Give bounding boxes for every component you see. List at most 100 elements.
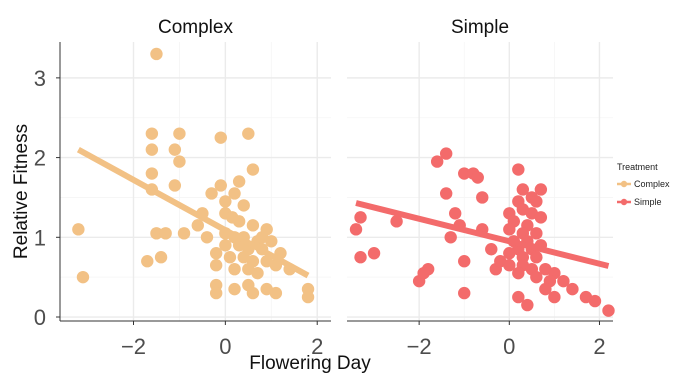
x-tick-label: 2 <box>311 334 323 359</box>
x-tick-label: −2 <box>121 334 146 359</box>
data-point-complex <box>214 179 227 192</box>
data-point-simple <box>485 243 498 256</box>
data-point-complex <box>209 259 223 272</box>
panel-simple-points <box>349 147 615 317</box>
data-point-complex <box>246 286 260 300</box>
y-tick-label: 0 <box>34 305 46 330</box>
data-point-complex <box>205 187 218 200</box>
data-point-simple <box>503 247 516 260</box>
data-point-simple <box>588 294 602 308</box>
data-point-complex <box>232 175 246 188</box>
data-point-simple <box>458 255 471 268</box>
data-point-complex <box>219 239 232 252</box>
y-axis-ticks: 0 1 2 3 <box>34 66 60 330</box>
data-point-complex <box>214 131 227 144</box>
legend-label-complex: Complex <box>634 179 670 189</box>
panel-simple-grid <box>347 42 613 321</box>
data-point-simple <box>476 191 489 204</box>
y-tick-label: 3 <box>34 66 46 91</box>
data-point-complex <box>228 282 241 296</box>
x-tick-label: −2 <box>407 334 432 359</box>
strip-label-complex: Complex <box>158 17 233 38</box>
data-point-complex <box>168 179 182 192</box>
data-point-simple <box>602 304 615 317</box>
data-point-complex <box>269 286 283 300</box>
panel-simple-x-ticks: −2 0 2 <box>407 321 606 359</box>
data-point-simple <box>548 290 561 304</box>
data-point-complex <box>209 247 223 260</box>
data-point-complex <box>251 266 264 280</box>
data-point-complex <box>177 227 191 240</box>
data-point-simple <box>539 282 552 296</box>
strip-label-simple: Simple <box>451 17 509 38</box>
legend-key-dot-complex <box>620 180 628 188</box>
y-axis-title: Relative Fitness <box>11 124 32 259</box>
data-point-simple <box>349 223 363 236</box>
data-point-complex <box>228 262 241 276</box>
data-point-complex <box>173 155 186 168</box>
data-point-complex <box>200 231 214 244</box>
data-point-simple <box>449 207 462 220</box>
data-point-complex <box>145 143 159 156</box>
data-point-complex <box>154 251 168 264</box>
y-tick-label: 2 <box>34 146 46 171</box>
data-point-complex <box>150 47 163 61</box>
data-point-complex <box>223 251 237 264</box>
data-point-simple <box>444 231 457 244</box>
legend-label-simple: Simple <box>634 197 662 207</box>
data-point-simple <box>439 147 453 160</box>
legend: Treatment Complex Simple <box>617 162 670 207</box>
data-point-simple <box>530 195 543 208</box>
legend-title: Treatment <box>617 162 658 172</box>
data-point-complex <box>150 227 163 240</box>
x-tick-label: 2 <box>593 334 605 359</box>
data-point-simple <box>534 211 548 224</box>
legend-item-complex: Complex <box>617 179 670 189</box>
data-point-complex <box>301 290 315 304</box>
data-point-complex <box>232 215 246 228</box>
data-point-simple <box>458 167 471 180</box>
data-point-simple <box>417 266 430 280</box>
data-point-complex <box>255 231 269 244</box>
data-point-complex <box>246 163 260 176</box>
data-point-complex <box>159 227 172 240</box>
data-point-complex <box>168 143 182 156</box>
data-point-complex <box>219 195 232 208</box>
data-point-simple <box>503 223 516 236</box>
data-point-simple <box>354 251 367 264</box>
panel-complex-points <box>72 47 315 304</box>
panel-complex: −2 0 2 Complex <box>60 17 331 359</box>
data-point-complex <box>72 223 85 236</box>
data-point-simple <box>530 227 543 240</box>
data-point-simple <box>530 251 543 264</box>
data-point-complex <box>228 187 241 200</box>
data-point-simple <box>512 266 525 280</box>
data-point-complex <box>145 127 159 140</box>
data-point-simple <box>503 259 516 272</box>
legend-item-simple: Simple <box>617 197 662 207</box>
data-point-simple <box>530 270 543 284</box>
data-point-complex <box>246 219 260 232</box>
data-point-complex <box>173 127 186 140</box>
data-point-complex <box>76 270 90 284</box>
data-point-simple <box>557 274 570 288</box>
data-point-simple <box>471 171 484 184</box>
data-point-simple <box>516 183 530 196</box>
data-point-simple <box>521 298 534 312</box>
data-point-complex <box>191 219 204 232</box>
data-point-simple <box>566 282 579 296</box>
data-point-simple <box>458 286 471 300</box>
data-point-complex <box>141 255 154 268</box>
complex-trend-line <box>76 146 310 279</box>
x-tick-label: 0 <box>503 334 515 359</box>
data-point-simple <box>512 290 525 304</box>
data-point-simple <box>534 183 548 196</box>
data-point-simple <box>439 187 453 200</box>
legend-key-dot-simple <box>620 198 628 206</box>
data-point-complex <box>242 127 255 140</box>
simple-trend-line <box>355 200 610 269</box>
data-point-complex <box>209 286 223 300</box>
data-point-simple <box>367 247 381 260</box>
y-tick-label: 1 <box>34 225 46 250</box>
